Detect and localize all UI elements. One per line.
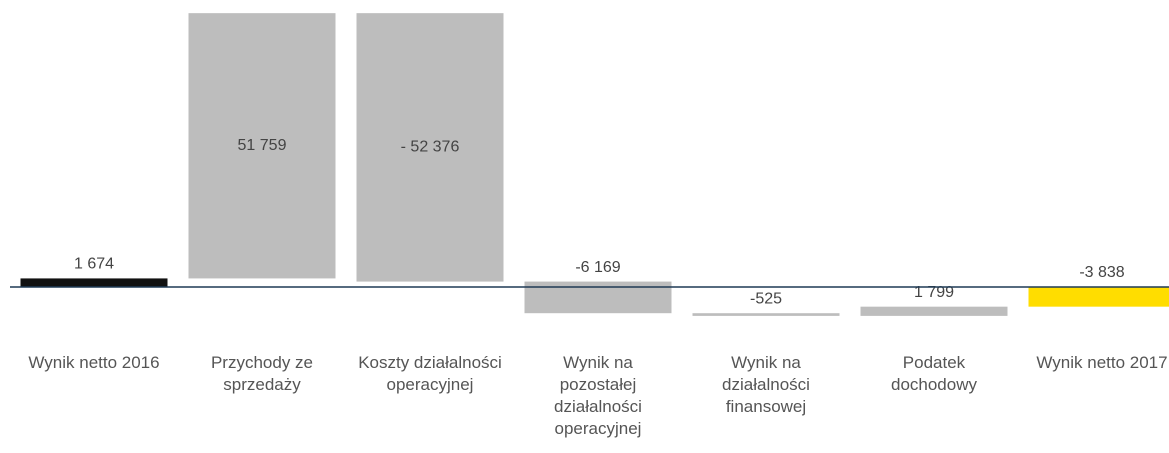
category-label: Przychody ze sprzedaży [210, 353, 314, 394]
category-label: Podatek dochodowy [890, 353, 977, 394]
bar [692, 313, 840, 316]
bar [188, 13, 336, 279]
value-label: 51 759 [238, 137, 287, 154]
value-label: 1 799 [914, 284, 954, 301]
category-label: Wynik netto 2017 [1036, 353, 1168, 372]
value-label: -525 [750, 290, 782, 307]
category-label: Koszty działalności operacyjnej [358, 353, 502, 394]
value-label: -3 838 [1079, 264, 1124, 281]
category-label: Wynik netto 2016 [28, 353, 160, 372]
category-label: Wynik na pozostałej działalności operacy… [554, 353, 642, 438]
bar [20, 278, 168, 287]
bar [1028, 287, 1169, 307]
bar [356, 13, 504, 282]
category-label: Wynik na działalności finansowej [722, 353, 810, 416]
value-label: - 52 376 [401, 139, 460, 156]
bar [860, 306, 1008, 316]
value-label: -6 169 [575, 259, 620, 276]
value-label: 1 674 [74, 256, 114, 273]
